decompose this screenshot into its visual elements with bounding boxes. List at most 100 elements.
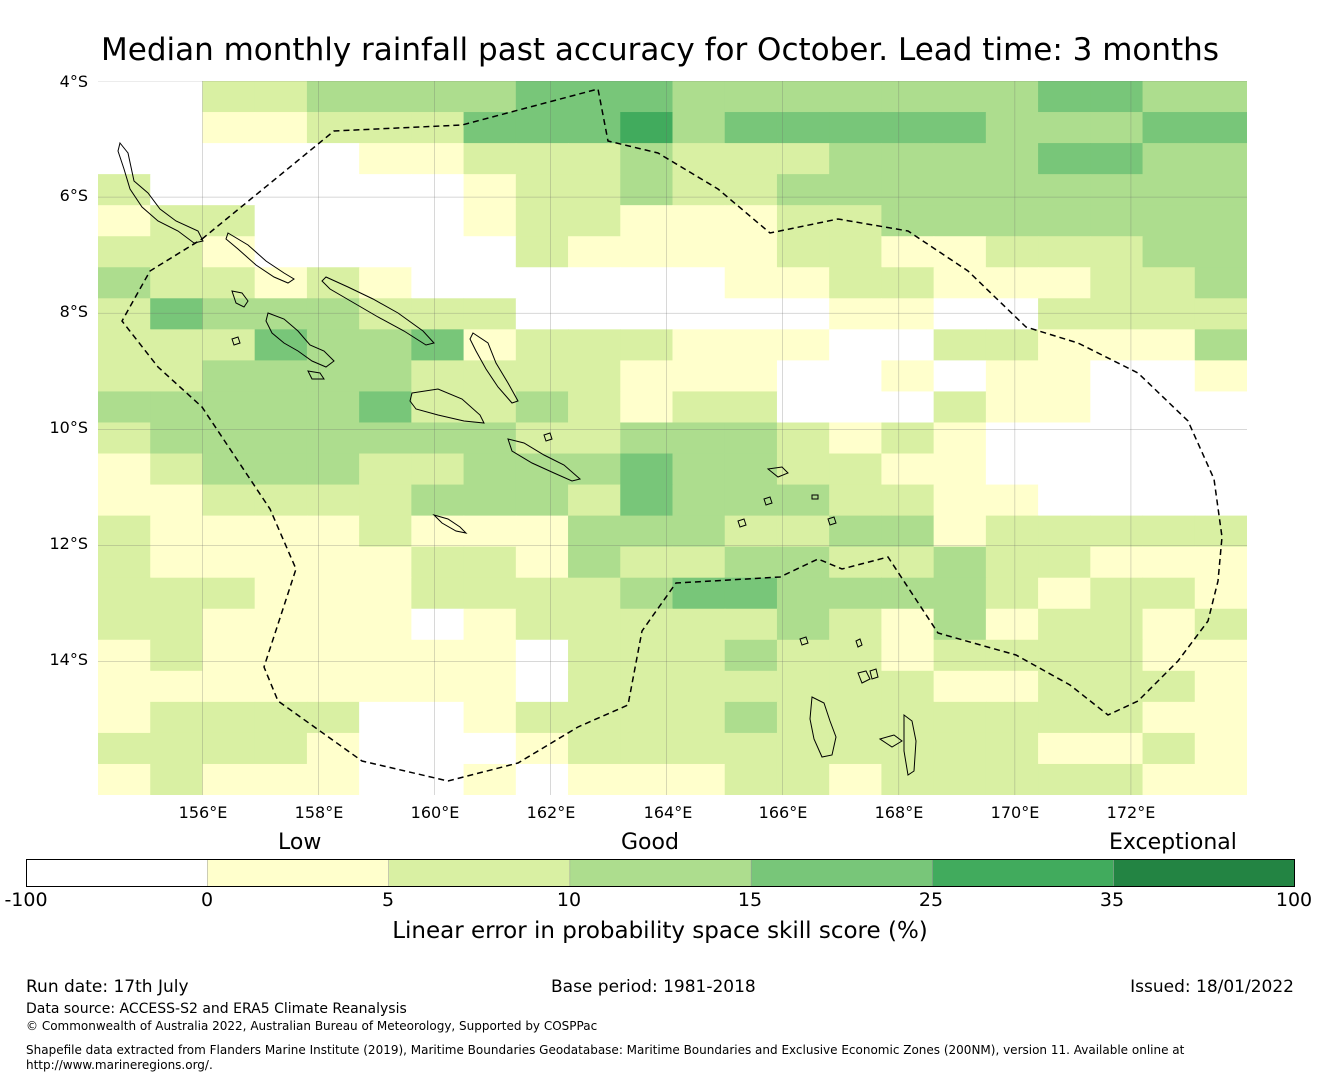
grid-cell — [306, 763, 360, 795]
grid-cell — [98, 732, 151, 765]
grid-cell — [515, 360, 569, 393]
grid-cell — [150, 329, 204, 361]
grid-cell — [881, 81, 935, 113]
grid-cell — [411, 763, 465, 795]
grid-cell — [515, 515, 569, 548]
shapefile-url[interactable]: http://www.marineregions.org/. — [26, 1058, 213, 1072]
grid-cell — [306, 422, 360, 455]
grid-cell — [776, 763, 830, 795]
grid-cell — [568, 81, 621, 113]
grid-cell — [724, 391, 778, 424]
grid-cell — [776, 205, 830, 237]
grid-cell — [254, 298, 308, 330]
grid-cell — [1038, 205, 1091, 237]
grid-cell — [359, 422, 412, 455]
grid-cell — [202, 546, 256, 579]
grid-cell — [620, 205, 674, 237]
grid-cell — [568, 763, 621, 795]
grid-cell — [1090, 639, 1144, 672]
grid-cell — [1194, 763, 1247, 795]
grid-cell — [202, 422, 256, 455]
grid-cell — [881, 360, 935, 393]
grid-cell — [515, 81, 569, 113]
grid-cell — [1090, 236, 1144, 268]
grid-cell — [568, 391, 621, 424]
grid-cell — [1142, 639, 1196, 672]
solomon-islands-eez — [121, 88, 1223, 782]
grid-cell — [724, 639, 778, 672]
grid-cell — [672, 484, 726, 517]
lon-label-162e: 162°E — [526, 803, 576, 822]
grid-cell — [881, 608, 935, 641]
grid-cell — [776, 267, 830, 299]
colorbar-tick: 100 — [1275, 889, 1313, 911]
grid-cell — [359, 267, 412, 299]
grid-cell — [1194, 701, 1247, 734]
grid-cell — [202, 763, 256, 795]
colorbar-segment — [388, 859, 571, 887]
grid-cell — [1142, 391, 1196, 424]
grid-cell — [463, 484, 517, 517]
grid-cell — [672, 81, 726, 113]
lon-label-172e: 172°E — [1106, 803, 1156, 822]
grid-cell — [463, 453, 517, 486]
grid-cell — [411, 422, 465, 455]
grid-cell — [1142, 236, 1196, 268]
grid-cell — [1142, 267, 1196, 299]
grid-cell — [829, 639, 883, 672]
grid-cell — [1142, 453, 1196, 486]
grid-cell — [463, 670, 517, 703]
grid-cell — [98, 763, 151, 795]
grid-cell — [1038, 267, 1091, 299]
grid-cell — [933, 639, 987, 672]
grid-cell — [724, 670, 778, 703]
grid-cell — [724, 515, 778, 548]
malekula-island — [903, 714, 917, 776]
grid-cell — [202, 670, 256, 703]
grid-cell — [98, 267, 151, 299]
grid-cell — [724, 298, 778, 330]
grid-cell — [150, 608, 204, 641]
grid-cell — [1038, 143, 1091, 175]
grid-cell — [254, 763, 308, 795]
grid-cell — [1038, 732, 1091, 765]
grid-cell — [463, 577, 517, 610]
grid-cell — [1038, 360, 1091, 393]
grid-cell — [568, 546, 621, 579]
santa-isabel-island — [321, 276, 435, 346]
grid-cell — [1142, 112, 1196, 144]
grid-cell — [98, 391, 151, 424]
grid-cell — [829, 732, 883, 765]
grid-cell — [150, 546, 204, 579]
grid-cell — [1090, 143, 1144, 175]
grid-cell — [463, 546, 517, 579]
grid-cell — [568, 205, 621, 237]
grid-cell — [881, 732, 935, 765]
grid-cell — [933, 422, 987, 455]
grid-cell — [306, 236, 360, 268]
grid-cell — [933, 453, 987, 486]
grid-cell — [359, 360, 412, 393]
grid-cell — [829, 701, 883, 734]
grid-cell — [1142, 577, 1196, 610]
grid-cell — [1090, 205, 1144, 237]
grid-cell — [829, 236, 883, 268]
grid-cell — [98, 205, 151, 237]
grid-cell — [411, 174, 465, 206]
grid-cell — [1090, 81, 1144, 113]
grid-cell — [306, 546, 360, 579]
grid-cell — [1142, 360, 1196, 393]
grid-cell — [1090, 546, 1144, 579]
grid-cell — [620, 391, 674, 424]
grid-cell — [829, 546, 883, 579]
grid-cell — [359, 205, 412, 237]
grid-cell — [463, 515, 517, 548]
grid-cell — [150, 143, 204, 175]
grid-cell — [411, 577, 465, 610]
grid-cell — [724, 546, 778, 579]
colorbar-tick: 15 — [737, 889, 763, 911]
grid-cell — [254, 546, 308, 579]
lat-label-4s: 4°S — [59, 72, 88, 91]
grid-cell — [1142, 732, 1196, 765]
grid-cell — [568, 639, 621, 672]
